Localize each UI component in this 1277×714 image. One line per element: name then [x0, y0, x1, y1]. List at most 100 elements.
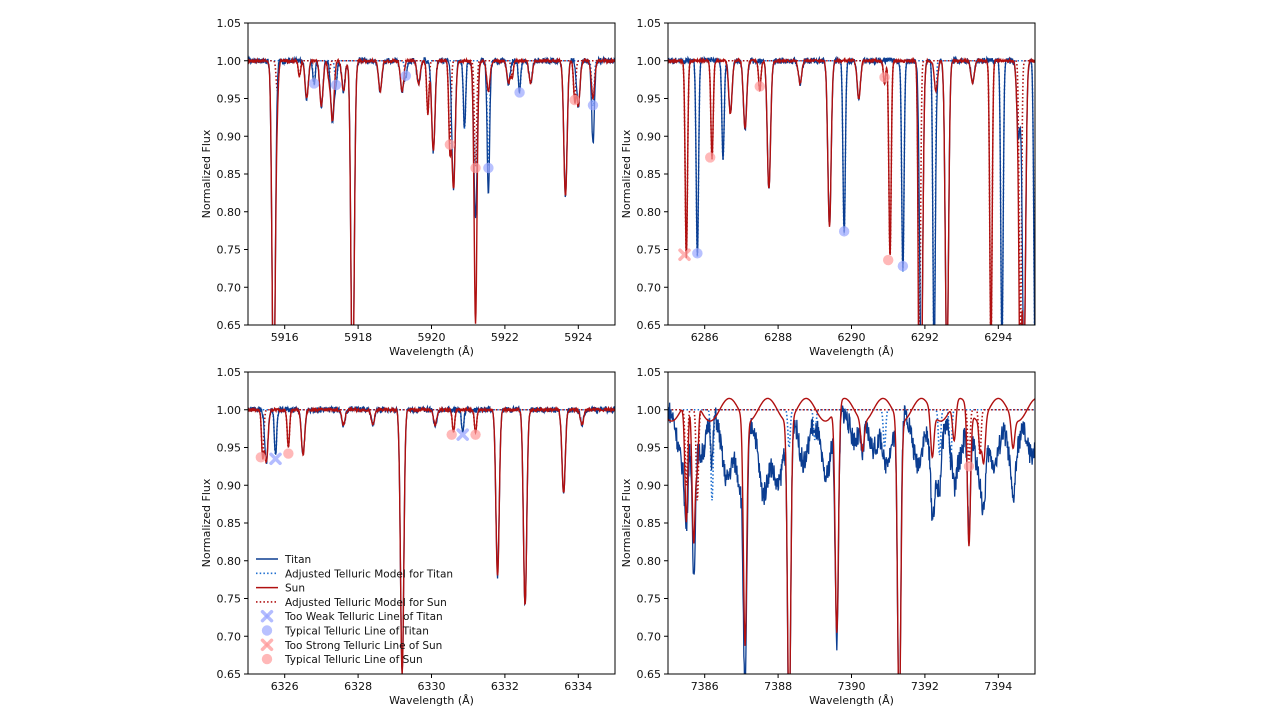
- sun-marker-circle-1: [283, 448, 294, 459]
- legend-swatch-circle: [261, 653, 273, 665]
- y-tick-label-5: 0.90: [217, 479, 242, 492]
- x-tick-label-2: 7390: [838, 680, 866, 693]
- sun-marker-circle-3: [879, 72, 890, 83]
- legend-label: Typical Telluric Line of Titan: [284, 626, 429, 638]
- titan-spectrum-line: [668, 402, 1035, 674]
- x-tick-label-4: 6294: [984, 331, 1012, 344]
- x-tick-label-1: 6328: [344, 680, 372, 693]
- legend-label: Too Strong Telluric Line of Sun: [284, 640, 442, 652]
- y-tick-label-1: 0.70: [217, 630, 242, 643]
- sun-marker-x-stroke-b: [678, 248, 691, 262]
- titan-marker-circle-5: [587, 100, 599, 111]
- sun-marker-circle-0: [963, 461, 975, 472]
- titan-telluric-model-line: [248, 59, 615, 166]
- axes-frame: [667, 22, 1036, 326]
- y-tick-label-1: 0.70: [637, 281, 662, 294]
- sun-marker-x-0: [678, 248, 691, 262]
- titan-marker-x-stroke-b: [456, 428, 469, 441]
- legend-label: Sun: [285, 583, 305, 595]
- y-tick-label-7: 1.00: [217, 55, 242, 68]
- legend-swatch-circle: [261, 625, 273, 636]
- titan-spectrum-line: [668, 55, 1035, 325]
- y-tick-label-1: 0.70: [217, 281, 242, 294]
- x-tick-label-2: 5920: [418, 331, 446, 344]
- sun-marker-circle-1: [705, 152, 716, 163]
- y-tick-label-4: 0.85: [217, 168, 242, 181]
- chart-panel-1: 5916 5918 5920 5922 5924 0.65 0.70 0.75 0.80 0.85…: [200, 17, 616, 358]
- x-tick-label-1: 5918: [344, 331, 372, 344]
- sun-marker-circle-4: [883, 254, 894, 266]
- chart-panel-3: 6326 6328 6330 6332 6334 0.65 0.70 0.75 0.80 0.85…: [200, 366, 616, 707]
- y-tick-label-3: 0.80: [637, 555, 662, 568]
- titan-marker-circle-3: [483, 162, 494, 174]
- legend-label: Typical Telluric Line of Sun: [284, 654, 423, 666]
- y-tick-label-2: 0.75: [217, 593, 242, 606]
- y-tick-label-7: 1.00: [637, 55, 662, 68]
- titan-marker-x-1: [456, 428, 469, 441]
- sun-marker-circle-3: [470, 429, 481, 440]
- x-tick-label-1: 6288: [764, 331, 792, 344]
- y-tick-label-5: 0.90: [217, 130, 242, 143]
- y-axis-label: Normalized Flux: [620, 478, 633, 567]
- y-tick-label-5: 0.90: [637, 130, 662, 143]
- legend-label: Adjusted Telluric Model for Titan: [285, 568, 453, 580]
- titan-telluric-model-line: [668, 59, 1035, 325]
- legend-item-6: Too Strong Telluric Line of Sun: [260, 638, 442, 652]
- x-axis-label: Wavelength (Å): [809, 345, 894, 358]
- axes-frame: [667, 371, 1036, 675]
- y-axis-label: Normalized Flux: [620, 129, 633, 218]
- x-axis-label: Wavelength (Å): [389, 345, 474, 358]
- titan-marker-circle-0: [308, 78, 320, 89]
- axes-frame: [247, 22, 616, 326]
- y-tick-label-8: 1.05: [637, 366, 662, 379]
- y-tick-label-2: 0.75: [637, 593, 662, 606]
- legend-swatch-x-b: [260, 638, 274, 652]
- x-tick-label-4: 6334: [564, 680, 592, 693]
- y-tick-label-2: 0.75: [637, 244, 662, 257]
- sun-marker-circle-2: [754, 81, 765, 92]
- y-tick-label-3: 0.80: [637, 206, 662, 219]
- x-tick-label-0: 6326: [271, 680, 299, 693]
- y-tick-label-6: 0.95: [637, 93, 662, 106]
- y-tick-label-6: 0.95: [217, 93, 242, 106]
- plot-area: [668, 397, 1035, 674]
- x-tick-label-0: 7386: [691, 680, 719, 693]
- y-tick-label-8: 1.05: [217, 366, 242, 379]
- y-tick-label-8: 1.05: [217, 17, 242, 30]
- legend-item-2: Sun: [256, 583, 305, 595]
- y-tick-label-0: 0.65: [217, 668, 242, 681]
- y-tick-label-1: 0.70: [637, 630, 662, 643]
- y-tick-label-5: 0.90: [637, 479, 662, 492]
- y-tick-label-8: 1.05: [637, 17, 662, 30]
- legend-item-1: Adjusted Telluric Model for Titan: [256, 568, 453, 580]
- y-tick-label-4: 0.85: [217, 517, 242, 530]
- x-tick-label-3: 5922: [491, 331, 519, 344]
- x-tick-label-2: 6290: [838, 331, 866, 344]
- sun-spectrum-line: [248, 405, 615, 674]
- titan-marker-circle-2: [400, 70, 412, 82]
- sun-marker-circle-2: [569, 94, 580, 106]
- legend-item-3: Adjusted Telluric Model for Sun: [256, 597, 447, 609]
- legend-item-4: Too Weak Telluric Line of Titan: [260, 609, 443, 623]
- legend-item-0: Titan: [256, 554, 311, 566]
- legend-label: Adjusted Telluric Model for Sun: [285, 597, 447, 609]
- plot-area: [668, 55, 1035, 325]
- legend: Titan Adjusted Telluric Model for Titan Su…: [256, 554, 453, 666]
- titan-marker-circle-0: [692, 248, 703, 259]
- legend-item-7: Typical Telluric Line of Sun: [261, 653, 423, 666]
- titan-marker-circle-4: [514, 87, 525, 98]
- titan-marker-circle-1: [838, 226, 850, 237]
- sun-marker-circle-0: [444, 139, 456, 150]
- titan-marker-x-stroke-b: [269, 452, 282, 466]
- legend-swatch-x-b: [260, 609, 274, 623]
- x-tick-label-3: 6332: [491, 680, 519, 693]
- titan-marker-circle-1: [330, 79, 342, 91]
- y-tick-label-0: 0.65: [637, 319, 662, 332]
- y-tick-label-3: 0.80: [217, 555, 242, 568]
- y-tick-label-7: 1.00: [637, 404, 662, 417]
- x-tick-label-0: 6286: [691, 331, 719, 344]
- sun-spectrum-line: [668, 56, 1035, 325]
- sun-spectrum-line: [668, 397, 1035, 674]
- y-tick-label-0: 0.65: [637, 668, 662, 681]
- y-tick-label-6: 0.95: [637, 442, 662, 455]
